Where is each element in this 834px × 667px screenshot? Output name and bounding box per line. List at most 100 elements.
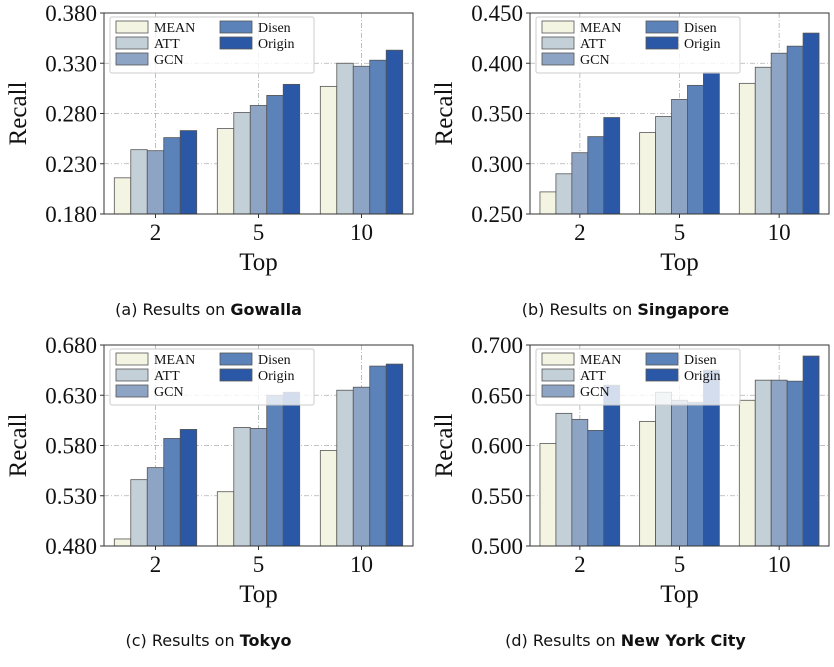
legend-label-mean: MEAN bbox=[580, 353, 621, 368]
y-tick-label: 0.600 bbox=[471, 434, 523, 459]
x-axis-label: Top bbox=[239, 581, 278, 608]
bar-origin-top5 bbox=[703, 71, 720, 215]
legend-swatch-gcn bbox=[541, 384, 575, 398]
y-tick-label: 0.350 bbox=[471, 102, 523, 127]
y-tick-label: 0.280 bbox=[45, 102, 97, 127]
bar-gcn-top2 bbox=[571, 418, 589, 547]
caption-a: (a) Results on Gowalla bbox=[0, 300, 417, 319]
x-tick-label: 10 bbox=[350, 552, 373, 577]
caption-a-dataset: Gowalla bbox=[230, 300, 302, 319]
chart-b: 0.250 0.300 0.350 0.400 0.450 2 5 10 Top Recall ME… bbox=[431, 1, 830, 276]
y-tick-label: 0.480 bbox=[45, 534, 97, 559]
bar-gcn-top5 bbox=[671, 399, 688, 547]
legend-swatch-mean bbox=[541, 352, 575, 366]
y-tick-label: 0.400 bbox=[471, 51, 523, 76]
x-axis-label: Top bbox=[660, 249, 699, 276]
legend-label-disen: Disen bbox=[684, 353, 717, 368]
bar-origin-top10 bbox=[802, 32, 820, 215]
bar-mean-top10 bbox=[319, 450, 338, 547]
legend-label-mean: MEAN bbox=[154, 21, 195, 36]
bar-disen-top10 bbox=[786, 45, 804, 215]
bar-mean-top5 bbox=[216, 128, 235, 215]
legend-swatch-att bbox=[541, 368, 575, 382]
legend-swatch-origin bbox=[645, 368, 679, 382]
legend-box bbox=[109, 16, 315, 74]
x-tick-label: 2 bbox=[574, 552, 586, 577]
x-tick-label: 2 bbox=[150, 220, 162, 245]
caption-c-prefix: (c) Results on bbox=[125, 631, 240, 650]
legend-swatch-mean bbox=[115, 352, 149, 366]
caption-d-prefix: (d) Results on bbox=[505, 631, 621, 650]
y-tick-label: 0.530 bbox=[45, 484, 97, 509]
legend-swatch-gcn bbox=[115, 384, 149, 398]
bar-disen-top5 bbox=[266, 95, 284, 215]
x-tick-label: 5 bbox=[674, 552, 686, 577]
y-tick-label: 0.180 bbox=[45, 202, 97, 227]
bar-disen-top5 bbox=[687, 84, 704, 215]
x-tick-label: 2 bbox=[150, 552, 162, 577]
y-tick-label: 0.380 bbox=[45, 1, 97, 26]
x-tick-label: 10 bbox=[768, 552, 791, 577]
bar-gcn-top2 bbox=[146, 467, 165, 547]
y-tick-label: 0.300 bbox=[471, 152, 523, 177]
bar-att-top2 bbox=[555, 412, 573, 547]
x-tick-label: 5 bbox=[674, 220, 686, 245]
y-axis-label: Recall bbox=[5, 414, 32, 478]
legend-label-disen: Disen bbox=[258, 353, 291, 368]
legend-label-disen: Disen bbox=[684, 21, 717, 36]
legend-swatch-disen bbox=[645, 20, 679, 34]
y-tick-label: 0.330 bbox=[45, 51, 97, 76]
x-axis-label: Top bbox=[239, 249, 278, 276]
y-tick-label: 0.230 bbox=[45, 152, 97, 177]
legend-swatch-gcn bbox=[541, 52, 575, 66]
bar-gcn-top10 bbox=[770, 52, 788, 215]
legend-label-origin: Origin bbox=[684, 369, 721, 384]
bar-att-top2 bbox=[555, 173, 573, 215]
caption-c: (c) Results on Tokyo bbox=[0, 631, 417, 650]
bar-mean-top2 bbox=[539, 191, 557, 215]
bar-att-top2 bbox=[130, 479, 148, 547]
bar-gcn-top10 bbox=[770, 379, 788, 547]
legend-swatch-disen bbox=[219, 20, 253, 34]
bar-att-top5 bbox=[655, 116, 672, 215]
bar-disen-top5 bbox=[687, 401, 704, 547]
y-axis-label: Recall bbox=[431, 414, 458, 478]
bar-mean-top5 bbox=[639, 132, 656, 215]
legend-label-gcn: GCN bbox=[154, 385, 184, 400]
legend-label-gcn: GCN bbox=[154, 53, 184, 68]
y-tick-label: 0.450 bbox=[471, 1, 523, 26]
chart-a: 0.180 0.230 0.280 0.330 0.380 2 5 10 Top Recall ME… bbox=[5, 1, 414, 276]
legend-swatch-mean bbox=[541, 20, 575, 34]
bar-origin-top10 bbox=[802, 355, 820, 547]
legend-swatch-origin bbox=[219, 368, 253, 382]
bar-mean-top5 bbox=[639, 420, 656, 547]
legend-label-gcn: GCN bbox=[580, 53, 610, 68]
legend-swatch-disen bbox=[645, 352, 679, 366]
legend-swatch-att bbox=[541, 36, 575, 50]
bar-disen-top10 bbox=[786, 380, 804, 547]
bar-disen-top2 bbox=[163, 137, 181, 215]
bar-disen-top10 bbox=[369, 59, 387, 215]
bar-att-top10 bbox=[754, 379, 772, 547]
bar-mean-top10 bbox=[319, 85, 338, 215]
bar-att-top5 bbox=[233, 427, 251, 547]
bar-disen-top5 bbox=[266, 394, 284, 547]
caption-b: (b) Results on Singapore bbox=[417, 300, 834, 319]
bar-att-top10 bbox=[336, 62, 354, 215]
x-tick-label: 5 bbox=[253, 552, 265, 577]
caption-b-prefix: (b) Results on bbox=[521, 300, 638, 319]
bar-mean-top2 bbox=[113, 177, 132, 215]
bar-gcn-top5 bbox=[249, 105, 268, 215]
y-axis-label: Recall bbox=[5, 82, 32, 146]
caption-d-dataset: New York City bbox=[620, 631, 746, 650]
bar-gcn-top10 bbox=[352, 65, 371, 215]
legend-box bbox=[535, 348, 741, 406]
legend-label-att: ATT bbox=[154, 37, 180, 52]
bar-origin-top2 bbox=[179, 130, 198, 215]
x-tick-label: 5 bbox=[253, 220, 265, 245]
bar-att-top5 bbox=[655, 391, 672, 547]
y-tick-label: 0.650 bbox=[471, 383, 523, 408]
bar-disen-top2 bbox=[587, 136, 605, 215]
